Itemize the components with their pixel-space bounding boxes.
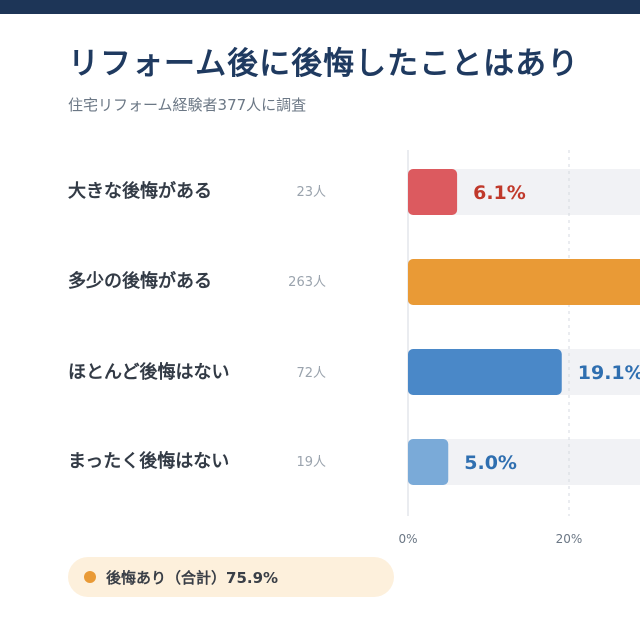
row-label-3: まったく後悔はない (68, 451, 230, 472)
row-label-2: ほとんど後悔はない (68, 362, 230, 383)
bar-track-0 (408, 169, 640, 215)
x-tick-label-0: 0% (398, 532, 417, 546)
summary-dot-icon (84, 571, 96, 583)
bar-3 (408, 439, 449, 485)
x-tick-label-1: 20% (556, 532, 583, 546)
bar-value-label-3: 5.0% (464, 452, 517, 474)
row-label-0: 大きな後悔がある (68, 181, 212, 202)
bar-value-label-2: 19.1% (578, 362, 640, 384)
top-bar (0, 0, 640, 14)
bar-2 (408, 349, 562, 395)
bar-0 (408, 169, 458, 215)
bar-value-label-0: 6.1% (473, 182, 526, 204)
summary-text: 後悔あり（合計）75.9% (106, 569, 279, 587)
row-label-1: 多少の後悔がある (68, 271, 212, 292)
bar-track-3 (408, 439, 640, 485)
row-count-1: 263人 (288, 275, 326, 290)
bar-1 (408, 259, 640, 305)
summary-pill: 後悔あり（合計）75.9% (68, 557, 394, 597)
row-count-2: 72人 (296, 366, 326, 381)
row-count-3: 19人 (296, 455, 326, 470)
page-subtitle: 住宅リフォーム経験者377人に調査 (68, 96, 307, 114)
row-count-0: 23人 (296, 185, 326, 200)
page-title: リフォーム後に後悔したことはあり (68, 46, 580, 82)
